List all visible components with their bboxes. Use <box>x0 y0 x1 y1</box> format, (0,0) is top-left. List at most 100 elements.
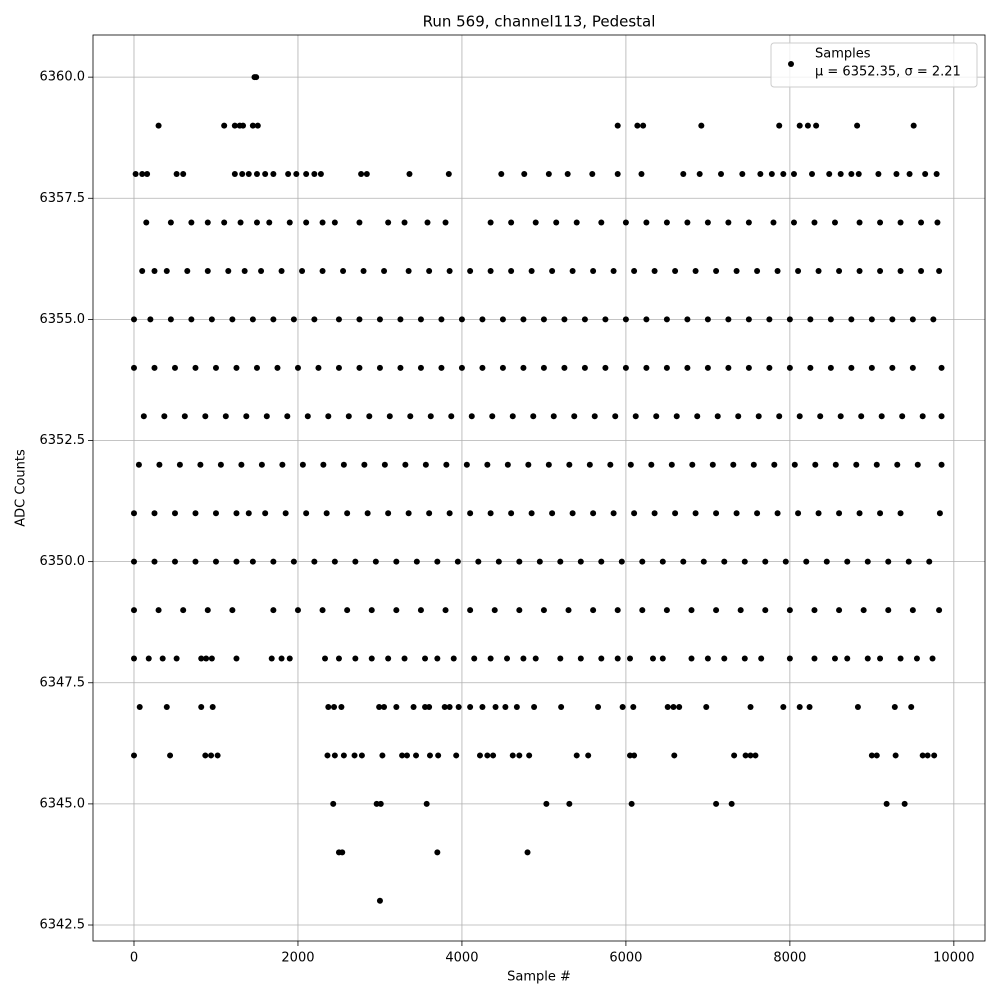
point <box>521 171 528 178</box>
point <box>386 413 393 420</box>
point <box>908 703 915 710</box>
point <box>489 413 496 420</box>
point <box>913 655 920 662</box>
point <box>540 364 547 371</box>
point <box>338 703 345 710</box>
point <box>586 461 593 468</box>
point <box>463 461 470 468</box>
point <box>243 413 250 420</box>
point <box>703 703 710 710</box>
point <box>730 461 737 468</box>
point <box>484 752 491 759</box>
point <box>938 461 945 468</box>
point <box>639 558 646 565</box>
point <box>446 267 453 274</box>
point <box>344 607 351 614</box>
point <box>817 413 824 420</box>
point <box>933 171 940 178</box>
y-axis-label: ADC Counts <box>14 449 29 527</box>
point <box>790 219 797 226</box>
point <box>324 752 331 759</box>
point <box>377 800 384 807</box>
marks <box>130 74 945 904</box>
point <box>622 316 629 323</box>
point <box>397 316 404 323</box>
point <box>607 461 614 468</box>
point <box>610 510 617 517</box>
point <box>319 219 326 226</box>
point <box>713 607 720 614</box>
point <box>516 752 523 759</box>
y-tick-label: 6347.5 <box>40 675 86 690</box>
point <box>299 461 306 468</box>
point <box>795 510 802 517</box>
point <box>438 364 445 371</box>
point <box>571 413 578 420</box>
point <box>684 219 691 226</box>
point <box>278 655 285 662</box>
point <box>516 607 523 614</box>
point <box>340 267 347 274</box>
point <box>639 607 646 614</box>
point <box>704 655 711 662</box>
point <box>545 171 552 178</box>
point <box>155 607 162 614</box>
point <box>856 219 863 226</box>
x-tick-label: 2000 <box>281 951 314 966</box>
point <box>630 703 637 710</box>
point <box>577 655 584 662</box>
point <box>694 413 701 420</box>
point <box>180 607 187 614</box>
point <box>445 171 452 178</box>
point <box>803 558 810 565</box>
point <box>151 558 158 565</box>
point <box>229 607 236 614</box>
point <box>376 316 383 323</box>
point <box>910 122 917 129</box>
point <box>804 122 811 129</box>
point <box>807 364 814 371</box>
point <box>311 171 318 178</box>
point <box>192 364 199 371</box>
legend-annotation: μ = 6352.35, σ = 2.21 <box>815 65 961 80</box>
point <box>909 607 916 614</box>
point <box>742 752 749 759</box>
point <box>151 364 158 371</box>
point <box>672 267 679 274</box>
point <box>713 510 720 517</box>
point <box>413 558 420 565</box>
point <box>147 316 154 323</box>
point <box>385 219 392 226</box>
point <box>413 752 420 759</box>
x-axis-label: Sample # <box>507 970 571 985</box>
y-tick-label: 6357.5 <box>40 191 86 206</box>
point <box>294 607 301 614</box>
point <box>188 316 195 323</box>
point <box>417 607 424 614</box>
point <box>909 364 916 371</box>
point <box>627 752 634 759</box>
point <box>130 558 137 565</box>
point <box>340 461 347 468</box>
point <box>263 413 270 420</box>
point <box>877 267 884 274</box>
point <box>173 655 180 662</box>
point <box>891 703 898 710</box>
point <box>786 607 793 614</box>
point <box>453 752 460 759</box>
point <box>508 267 515 274</box>
point <box>762 558 769 565</box>
point <box>684 364 691 371</box>
point <box>249 122 256 129</box>
point <box>443 461 450 468</box>
point <box>731 752 738 759</box>
point <box>476 752 483 759</box>
point <box>721 558 728 565</box>
point <box>709 461 716 468</box>
point <box>422 461 429 468</box>
point <box>643 219 650 226</box>
point <box>776 413 783 420</box>
point <box>487 655 494 662</box>
point <box>564 171 571 178</box>
